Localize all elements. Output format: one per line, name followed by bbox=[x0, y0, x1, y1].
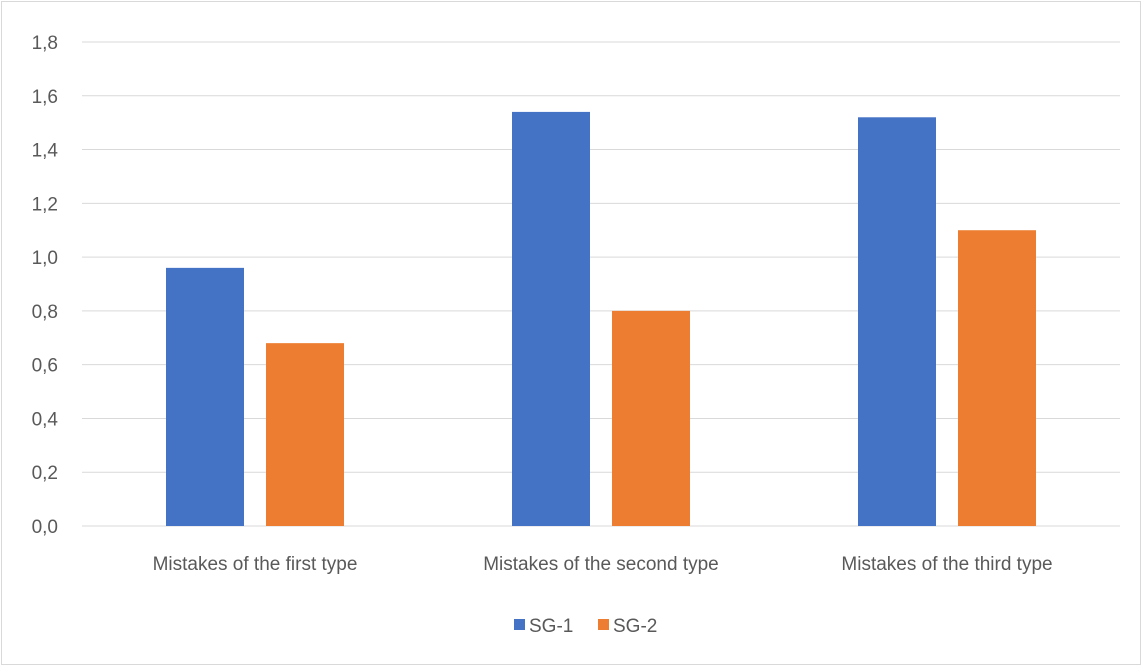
y-axis-tick-labels: 0,0 0,2 0,4 0,6 0,8 1,0 1,2 1,4 1,6 1,8 bbox=[32, 33, 59, 538]
x-category-label: Mistakes of the first type bbox=[153, 554, 358, 575]
y-tick-label: 1,2 bbox=[32, 194, 58, 215]
bar-sg-2-2 bbox=[612, 310, 690, 526]
y-tick-label: 1,0 bbox=[32, 248, 58, 269]
x-category-label: Mistakes of the third type bbox=[841, 554, 1052, 575]
y-tick-label: 1,6 bbox=[32, 87, 58, 108]
legend-label-sg-2: SG-2 bbox=[613, 616, 657, 637]
gridlines bbox=[82, 41, 1120, 527]
bars bbox=[166, 111, 1036, 527]
legend-swatch-sg-1 bbox=[514, 619, 525, 630]
bar-sg-1-2 bbox=[512, 111, 590, 527]
y-tick-label: 0,0 bbox=[32, 517, 58, 538]
y-tick-label: 1,4 bbox=[32, 141, 59, 162]
legend-label-sg-1: SG-1 bbox=[529, 616, 573, 637]
x-axis-category-labels: Mistakes of the first type Mistakes of th… bbox=[153, 554, 1053, 575]
y-tick-label: 0,6 bbox=[32, 356, 58, 377]
legend: SG-1 SG-2 bbox=[514, 616, 657, 637]
y-tick-label: 0,8 bbox=[32, 302, 58, 323]
legend-swatch-sg-2 bbox=[598, 619, 609, 630]
y-tick-label: 0,4 bbox=[32, 409, 59, 430]
bar-sg-2-3 bbox=[958, 230, 1036, 526]
x-category-label: Mistakes of the second type bbox=[483, 554, 719, 575]
y-tick-label: 0,2 bbox=[32, 463, 58, 484]
y-tick-label: 1,8 bbox=[32, 33, 58, 54]
bar-sg-1-3 bbox=[858, 117, 936, 527]
bar-sg-1-1 bbox=[166, 267, 244, 526]
bar-sg-2-1 bbox=[266, 343, 344, 526]
